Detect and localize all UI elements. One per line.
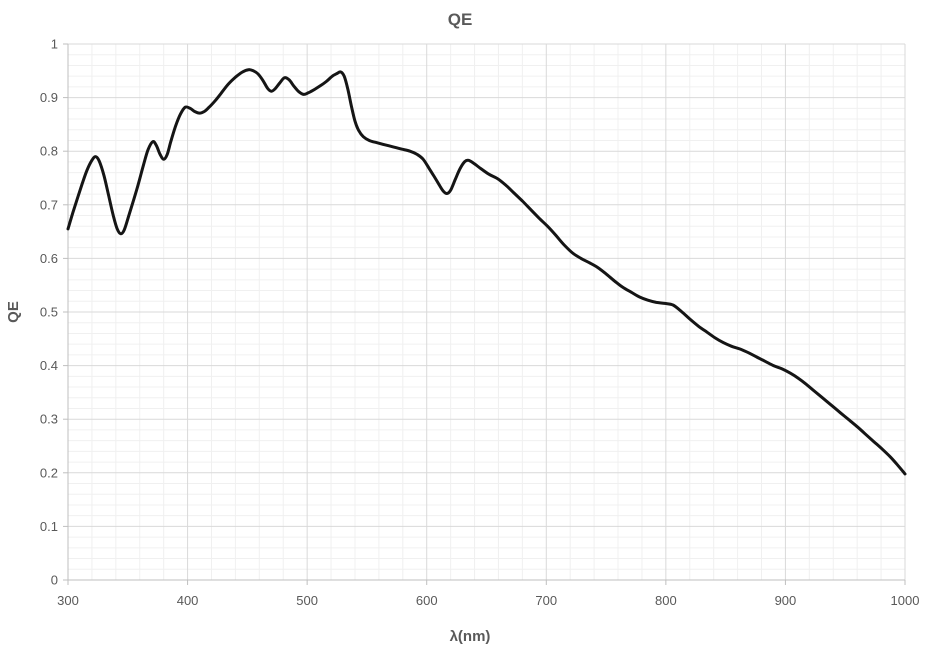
x-tick-label: 400	[177, 593, 199, 608]
axes	[63, 43, 906, 585]
x-tick-label: 900	[775, 593, 797, 608]
x-tick-label: 300	[57, 593, 79, 608]
major-gridlines	[68, 43, 906, 580]
chart-title: QE	[448, 10, 473, 29]
x-tick-label: 1000	[891, 593, 920, 608]
y-tick-label: 0.7	[40, 197, 58, 212]
x-tick-label: 600	[416, 593, 438, 608]
tick-labels: 300 400 500 600 700 800 900 1000 0 0.1 0.2 0.3 0.4 0.…	[40, 37, 920, 609]
x-tick-label: 800	[655, 593, 677, 608]
y-tick-label: 0.4	[40, 358, 58, 373]
x-axis-title: λ(nm)	[450, 628, 491, 645]
x-tick-label: 700	[535, 593, 557, 608]
x-tick-label: 500	[296, 593, 318, 608]
y-tick-label: 0.3	[40, 412, 58, 427]
series-layer	[66, 68, 907, 476]
y-tick-label: 0.6	[40, 251, 58, 266]
y-tick-label: 0.5	[40, 305, 58, 320]
y-tick-label: 0.2	[40, 465, 58, 480]
y-tick-label: 0.9	[40, 90, 58, 105]
y-tick-label: 0.1	[40, 519, 58, 534]
y-axis-title: QE	[5, 301, 22, 323]
y-tick-label: 0	[51, 573, 58, 588]
y-tick-label: 0.8	[40, 144, 58, 159]
qe-curve	[66, 68, 907, 476]
y-tick-label: 1	[51, 37, 58, 52]
